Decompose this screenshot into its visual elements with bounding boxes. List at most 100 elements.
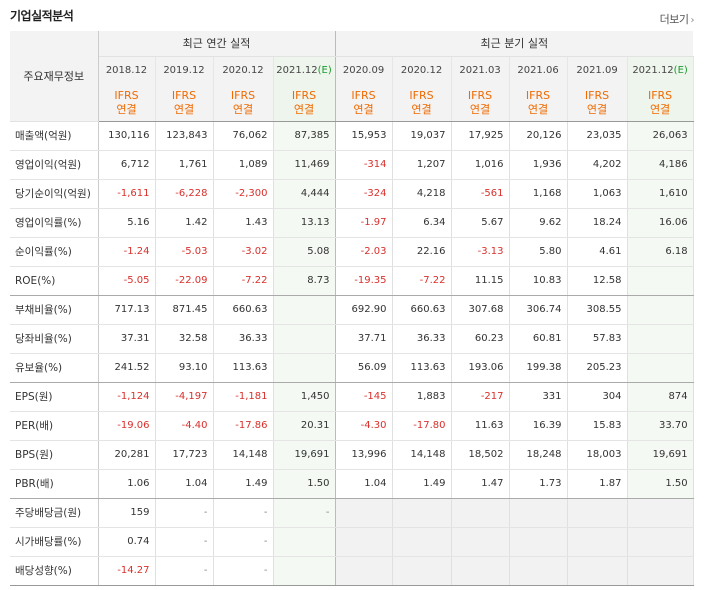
table-cell: -1.24 [98,237,156,267]
table-cell: -324 [335,179,393,209]
table-cell: -1,181 [213,382,274,412]
table-cell [567,527,628,557]
table-cell: 60.23 [451,324,510,354]
basis-ifrs: IFRS [230,88,256,102]
table-row: BPS(원) 20,281 17,723 14,148 19,691 13,996 14,1… [10,440,694,470]
table-cell: -217 [451,382,510,412]
table-cell: -1.97 [335,208,393,238]
table-cell: - [213,556,274,586]
table-cell: 16.06 [627,208,694,238]
table-cell: -1,611 [98,179,156,209]
table-cell: 205.23 [567,353,628,383]
basis-header: IFRS 연결 [567,85,628,122]
table-cell: 1,610 [627,179,694,209]
table-cell: -5.05 [98,266,156,296]
table-cell: 18.24 [567,208,628,238]
table-cell [627,556,694,586]
table-row: 순이익률(%) -1.24 -5.03 -3.02 5.08 -2.03 22.16 -3.1… [10,237,694,267]
table-cell: 23,035 [567,121,628,151]
basis-row: IFRS 연결 IFRS 연결 IFRS 연결 IFRS 연결 IFRS 연결 IFRS 연결 IFRS… [10,85,694,122]
basis-header: IFRS 연결 [98,85,156,122]
table-cell: 1.50 [273,469,336,499]
table-cell: 15,953 [335,121,393,151]
basis-ifrs: IFRS [291,88,317,102]
table-cell: 123,843 [155,121,214,151]
table-cell [273,556,336,586]
more-link[interactable]: 더보기 › [660,11,695,27]
table-cell: - [155,556,214,586]
basis-header: IFRS 연결 [213,85,274,122]
table-cell: 692.90 [335,295,393,325]
period-row: 2018.12 2019.12 2020.12 2021.12(E) 2020.09 20… [10,56,694,85]
table-cell: 1.50 [627,469,694,499]
period-header: 2021.09 [567,56,628,85]
table-cell: 0.74 [98,527,156,557]
row-label: 당기순이익(억원) [10,179,99,209]
table-cell: 37.71 [335,324,393,354]
table-cell: 14,148 [392,440,452,470]
row-label: EPS(원) [10,382,99,412]
row-label: 배당성향(%) [10,556,99,586]
period-date: 2020.12 [222,65,264,77]
chevron-right-icon: › [690,15,695,26]
table-cell [567,556,628,586]
row-label: PER(배) [10,411,99,441]
table-row: 매출액(억원) 130,116 123,843 76,062 87,385 15,953 1… [10,121,694,151]
table-cell: 37.31 [98,324,156,354]
table-cell: -2,300 [213,179,274,209]
table-cell: -7.22 [392,266,452,296]
table-cell: 11,469 [273,150,336,180]
table-cell: 6,712 [98,150,156,180]
table-cell: 18,248 [509,440,568,470]
basis-ifrs: IFRS [171,88,197,102]
table-cell: 19,037 [392,121,452,151]
table-cell [273,324,336,354]
table-cell: 113.63 [213,353,274,383]
table-cell [509,498,568,528]
table-cell: 241.52 [98,353,156,383]
estimate-mark: (E) [673,65,688,77]
table-cell: -5.03 [155,237,214,267]
table-cell [627,266,694,296]
table-cell: 12.58 [567,266,628,296]
group-quarter: 최근 분기 실적 [335,31,694,57]
table-cell [509,556,568,586]
table-cell: - [213,527,274,557]
basis-header: IFRS 연결 [509,85,568,122]
table-cell [392,556,452,586]
table-cell: 4,218 [392,179,452,209]
basis-header: IFRS 연결 [392,85,452,122]
row-label: PBR(배) [10,469,99,499]
table-row: PER(배) -19.06 -4.40 -17.86 20.31 -4.30 -17.80 1… [10,411,694,441]
table-cell: 4,444 [273,179,336,209]
table-cell: 26,063 [627,121,694,151]
period-header: 2020.12 [392,56,452,85]
table-cell: -4.40 [155,411,214,441]
table-cell: 76,062 [213,121,274,151]
table-cell: 16.39 [509,411,568,441]
table-cell: 18,502 [451,440,510,470]
table-cell: 130,116 [98,121,156,151]
table-row: 주당배당금(원) 159- - - [10,498,694,528]
row-label: 당좌비율(%) [10,324,99,354]
basis-ifrs: IFRS [351,88,376,102]
table-row: 영업이익(억원) 6,712 1,761 1,089 11,469 -314 1,207 1,… [10,150,694,180]
table-cell: 1,936 [509,150,568,180]
table-cell: 1.04 [155,469,214,499]
period-header: 2019.12 [155,56,214,85]
basis-header: IFRS 연결 [155,85,214,122]
table-cell: 1,761 [155,150,214,180]
table-cell: -7.22 [213,266,274,296]
table-cell: 1.43 [213,208,274,238]
table-cell: 1.73 [509,469,568,499]
period-header: 2021.06 [509,56,568,85]
table-cell: 1.49 [213,469,274,499]
table-row: 부채비율(%) 717.13 871.45 660.63 692.90 660.63 307… [10,295,694,325]
table-cell: -3.02 [213,237,274,267]
table-cell [273,353,336,383]
table-row: 시가배당률(%) 0.74- - [10,527,694,557]
basis-consolidated: 연결 [469,102,491,116]
table-cell [567,498,628,528]
table-cell: 20.31 [273,411,336,441]
table-cell [509,527,568,557]
